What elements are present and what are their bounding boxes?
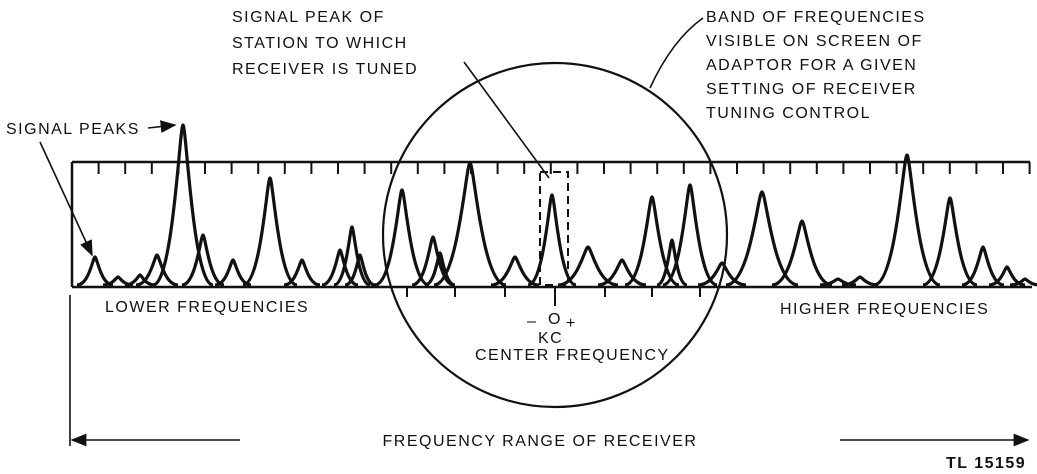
peak bbox=[135, 253, 179, 287]
peak bbox=[771, 219, 833, 287]
ruler bbox=[70, 160, 1032, 306]
peak bbox=[242, 176, 298, 287]
peak bbox=[557, 245, 619, 287]
higher-label: HIGHER FREQUENCIES bbox=[780, 301, 989, 318]
peak bbox=[152, 123, 214, 287]
lower-label: LOWER FREQUENCIES bbox=[105, 299, 309, 316]
peak bbox=[124, 273, 156, 287]
peak bbox=[344, 253, 376, 287]
peak bbox=[873, 153, 941, 287]
peak bbox=[283, 258, 321, 287]
peak bbox=[597, 258, 647, 287]
tuned-leader bbox=[463, 61, 550, 179]
band-leader bbox=[649, 17, 704, 89]
tuned-note: SIGNAL PEAK OF STATION TO WHICH RECEIVER I… bbox=[232, 9, 418, 78]
tuned-box bbox=[539, 171, 569, 286]
peak bbox=[424, 251, 456, 287]
screen-circle bbox=[381, 61, 729, 409]
peak bbox=[841, 275, 879, 287]
range-label: FREQUENCY RANGE OF RECEIVER bbox=[383, 433, 698, 450]
peaks-leader bbox=[147, 120, 177, 133]
peak bbox=[922, 196, 978, 287]
peak bbox=[1009, 277, 1037, 287]
zero-label: O bbox=[548, 311, 562, 328]
signal-peaks-note: SIGNAL PEAKS bbox=[6, 121, 140, 138]
peak bbox=[214, 258, 252, 287]
center-label: CENTER FREQUENCY bbox=[475, 347, 670, 364]
peak bbox=[656, 238, 688, 287]
peak bbox=[181, 233, 225, 287]
peak bbox=[662, 183, 718, 287]
peak bbox=[961, 245, 1005, 287]
peak bbox=[490, 255, 540, 287]
peak bbox=[76, 255, 114, 287]
peaks-leader bbox=[39, 141, 93, 257]
peak bbox=[725, 190, 799, 287]
kc-label: KC bbox=[538, 330, 563, 347]
figure-id: TL 15159 bbox=[946, 455, 1026, 472]
peak bbox=[321, 248, 359, 287]
signal-peaks bbox=[76, 123, 1037, 287]
band-note: BAND OF FREQUENCIES VISIBLE ON SCREEN OF A… bbox=[706, 9, 926, 122]
peak bbox=[333, 225, 371, 287]
peak bbox=[374, 188, 430, 287]
peak bbox=[433, 161, 507, 287]
peak bbox=[102, 275, 134, 287]
minus-sign: – bbox=[527, 313, 537, 330]
peak bbox=[988, 265, 1026, 287]
plus-sign: + bbox=[566, 315, 577, 332]
peak bbox=[527, 193, 577, 287]
